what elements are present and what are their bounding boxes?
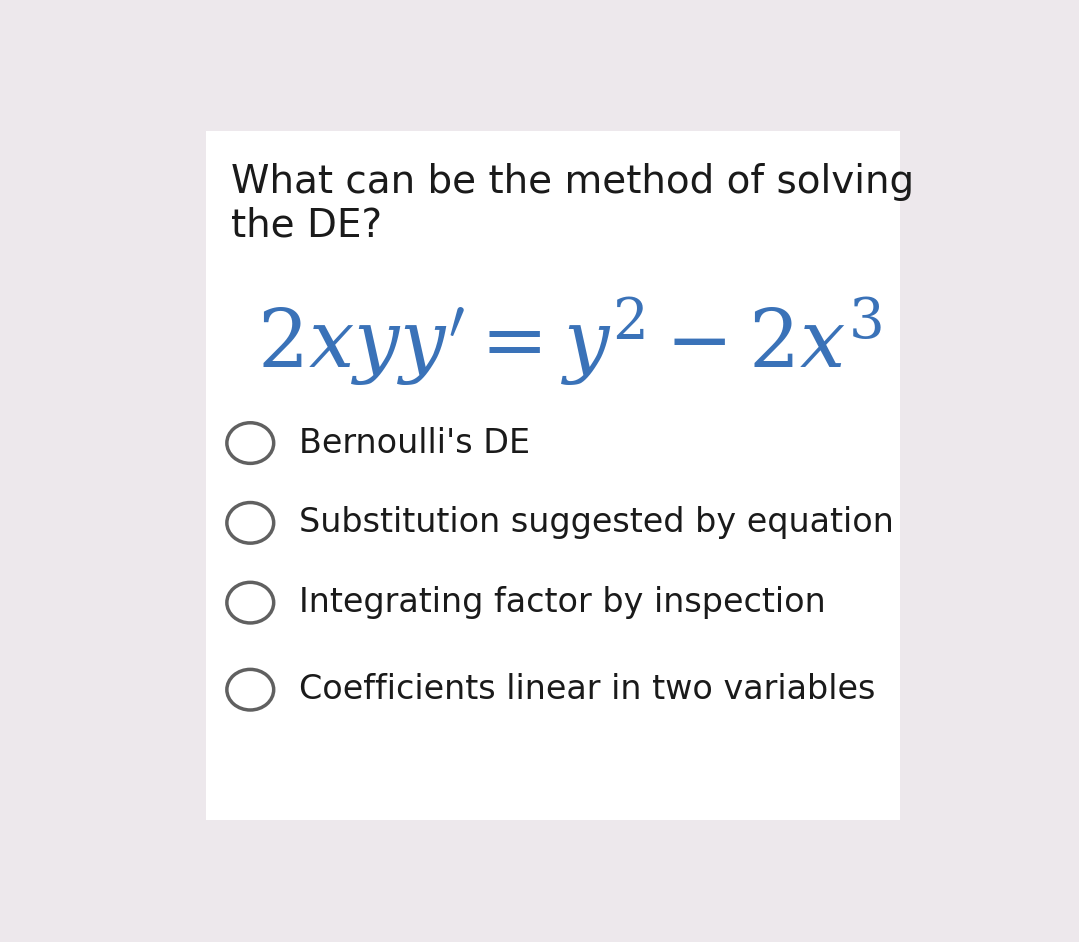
Text: Integrating factor by inspection: Integrating factor by inspection	[299, 586, 825, 619]
Text: Coefficients linear in two variables: Coefficients linear in two variables	[299, 674, 875, 706]
Text: $2xyy' = y^2 - 2x^3$: $2xyy' = y^2 - 2x^3$	[257, 295, 883, 388]
Text: What can be the method of solving: What can be the method of solving	[231, 163, 914, 201]
FancyBboxPatch shape	[206, 131, 900, 820]
Text: Bernoulli's DE: Bernoulli's DE	[299, 427, 530, 460]
Text: the DE?: the DE?	[231, 206, 382, 245]
Text: Substitution suggested by equation: Substitution suggested by equation	[299, 507, 893, 540]
